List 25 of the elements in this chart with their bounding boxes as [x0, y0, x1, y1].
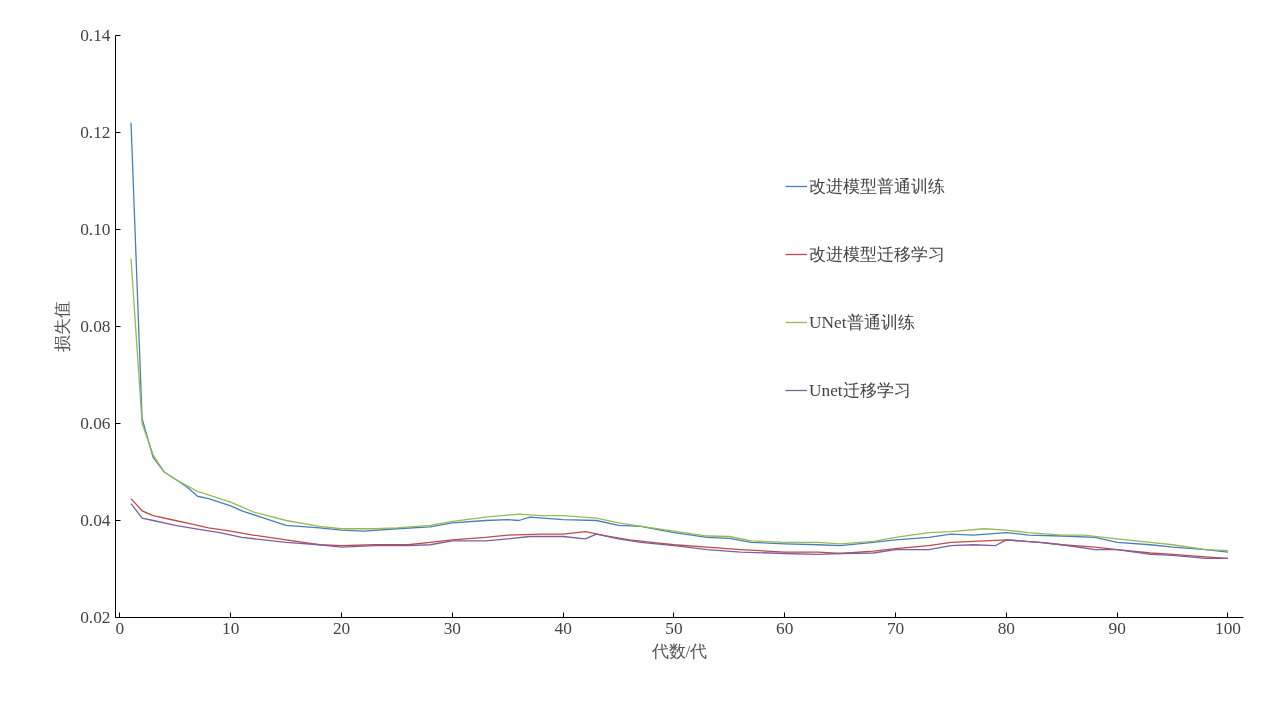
- x-tick-label: 10: [222, 618, 240, 638]
- y-axis-title: 损失值: [53, 301, 73, 352]
- y-tick-label: 0.04: [80, 511, 111, 530]
- y-tick-label: 0.12: [80, 123, 111, 142]
- y-tick-label: 0.14: [80, 26, 111, 45]
- x-tick-label: 40: [554, 618, 572, 638]
- x-tick-label: 90: [1108, 618, 1126, 638]
- x-tick-label: 20: [332, 618, 351, 638]
- y-tick-label: 0.08: [80, 317, 111, 336]
- legend-label: 改进模型普通训练: [809, 176, 945, 198]
- x-tick-label: 30: [443, 618, 462, 638]
- x-tick-label: 60: [776, 618, 794, 638]
- x-tick-label: 50: [665, 618, 683, 638]
- x-tick-label: 70: [886, 618, 905, 638]
- x-tick-label: 80: [997, 618, 1016, 638]
- y-tick-label: 0.06: [80, 414, 111, 433]
- legend-label: 改进模型迁移学习: [809, 244, 945, 266]
- y-tick-label: 0.02: [80, 608, 111, 627]
- legend-label: UNet普通训练: [809, 312, 915, 334]
- x-tick-label: 100: [1214, 618, 1241, 638]
- x-axis-title: 代数/代: [650, 641, 708, 661]
- x-tick-label: 0: [115, 618, 125, 638]
- line-series: [130, 122, 1229, 553]
- y-tick-label: 0.10: [80, 220, 111, 239]
- legend-label: Unet迁移学习: [809, 380, 911, 402]
